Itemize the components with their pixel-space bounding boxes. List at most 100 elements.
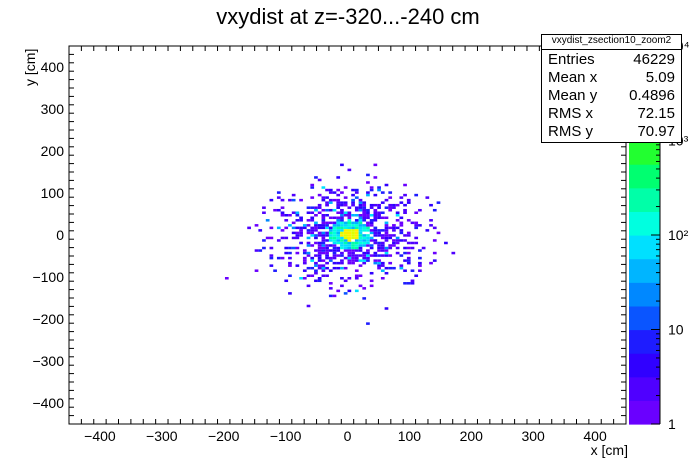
heatmap-cell [358, 246, 363, 250]
heatmap-cell [321, 241, 326, 245]
heatmap-cell [347, 221, 352, 225]
heatmap-cell [366, 256, 370, 260]
heatmap-cell [351, 246, 355, 250]
heatmap-cell [392, 226, 396, 230]
heatmap-cell [343, 246, 348, 250]
heatmap-cell [325, 224, 329, 227]
heatmap-cell [343, 203, 348, 207]
heatmap-cell [317, 211, 322, 214]
heatmap-cell [280, 236, 285, 240]
heatmap-cell [325, 254, 329, 257]
y-tick-label: −400 [32, 395, 64, 411]
heatmap-cell [291, 193, 296, 197]
heatmap-cell [288, 264, 292, 267]
heatmap-cell [325, 274, 329, 277]
heatmap-cell [354, 196, 359, 199]
stats-label: RMS x [548, 105, 593, 122]
heatmap-cell [310, 186, 315, 189]
heatmap-cell [302, 269, 307, 272]
heatmap-cell [421, 246, 426, 250]
heatmap-cell [384, 236, 389, 240]
heatmap-cell [306, 254, 311, 257]
heatmap-cell [276, 191, 281, 194]
heatmap-cell [321, 234, 326, 237]
heatmap-cell [399, 264, 404, 267]
heatmap-cell [373, 229, 378, 232]
heatmap-cell [414, 274, 419, 277]
heatmap-cell [399, 196, 404, 199]
heatmap-cell [306, 284, 311, 288]
heatmap-cell [354, 244, 359, 247]
heatmap-cell [291, 221, 296, 225]
heatmap-cell [399, 221, 404, 225]
heatmap-cell [395, 239, 400, 242]
heatmap-cell [358, 208, 363, 212]
stats-value: 72.15 [637, 105, 675, 122]
heatmap-cell [340, 254, 344, 257]
heatmap-cell [336, 188, 341, 192]
heatmap-cell [314, 249, 318, 252]
heatmap-cell [295, 214, 300, 217]
heatmap-cell [280, 198, 285, 202]
heatmap-cell [373, 226, 378, 230]
heatmap-cell [362, 287, 367, 290]
heatmap-cell [347, 236, 352, 240]
heatmap-cell [328, 244, 333, 247]
heatmap-cell [358, 216, 363, 220]
stats-value: 46229 [633, 51, 675, 68]
heatmap-cell [314, 279, 318, 283]
heatmap-cell [388, 236, 393, 240]
heatmap-cell [358, 234, 363, 237]
heatmap-cell [347, 211, 352, 214]
heatmap-cell [280, 256, 285, 260]
heatmap-cell [328, 256, 333, 260]
heatmap-cell [314, 264, 318, 267]
heatmap-cell [351, 203, 355, 207]
heatmap-cell [369, 224, 374, 227]
heatmap-cell [358, 219, 363, 222]
heatmap-cell [388, 261, 393, 265]
heatmap-cell [343, 211, 348, 214]
heatmap-cell [340, 251, 344, 255]
heatmap-cell [384, 198, 389, 202]
heatmap-cell [332, 229, 337, 232]
heatmap-cell [351, 261, 355, 265]
heatmap-cell [351, 224, 355, 227]
heatmap-cell [384, 231, 389, 235]
heatmap-cell [354, 246, 359, 250]
color-scale-swatch [629, 211, 660, 236]
heatmap-cell [317, 224, 322, 227]
heatmap-cell [380, 264, 385, 267]
heatmap-cell [317, 249, 322, 252]
heatmap-cell [295, 251, 300, 255]
heatmap-cell [340, 229, 344, 232]
heatmap-cell [325, 188, 329, 192]
heatmap-cell [354, 254, 359, 257]
heatmap-cell [380, 261, 385, 265]
heatmap-cell [366, 216, 370, 220]
heatmap-cell [347, 239, 352, 242]
heatmap-cell [377, 249, 381, 252]
heatmap-cell [410, 279, 415, 283]
heatmap-cell [314, 206, 318, 209]
heatmap-cell [384, 229, 389, 232]
heatmap-cell [280, 214, 285, 217]
heatmap-cell [347, 251, 352, 255]
heatmap-cell [325, 196, 329, 199]
heatmap-cell [302, 256, 307, 260]
heatmap-cell [362, 211, 367, 214]
heatmap-cell [258, 229, 263, 232]
heatmap-cell [362, 234, 367, 237]
heatmap-cell [377, 203, 381, 207]
heatmap-cell [373, 231, 378, 235]
heatmap-cell [373, 241, 378, 245]
heatmap-cell [284, 219, 289, 222]
heatmap-cell [380, 249, 385, 252]
heatmap-cell [406, 251, 411, 255]
heatmap-cell [317, 206, 322, 209]
heatmap-cell [306, 244, 311, 247]
heatmap-cell [332, 266, 337, 270]
heatmap-cell [336, 234, 341, 237]
heatmap-cell [362, 219, 367, 222]
heatmap-cell [314, 271, 318, 275]
